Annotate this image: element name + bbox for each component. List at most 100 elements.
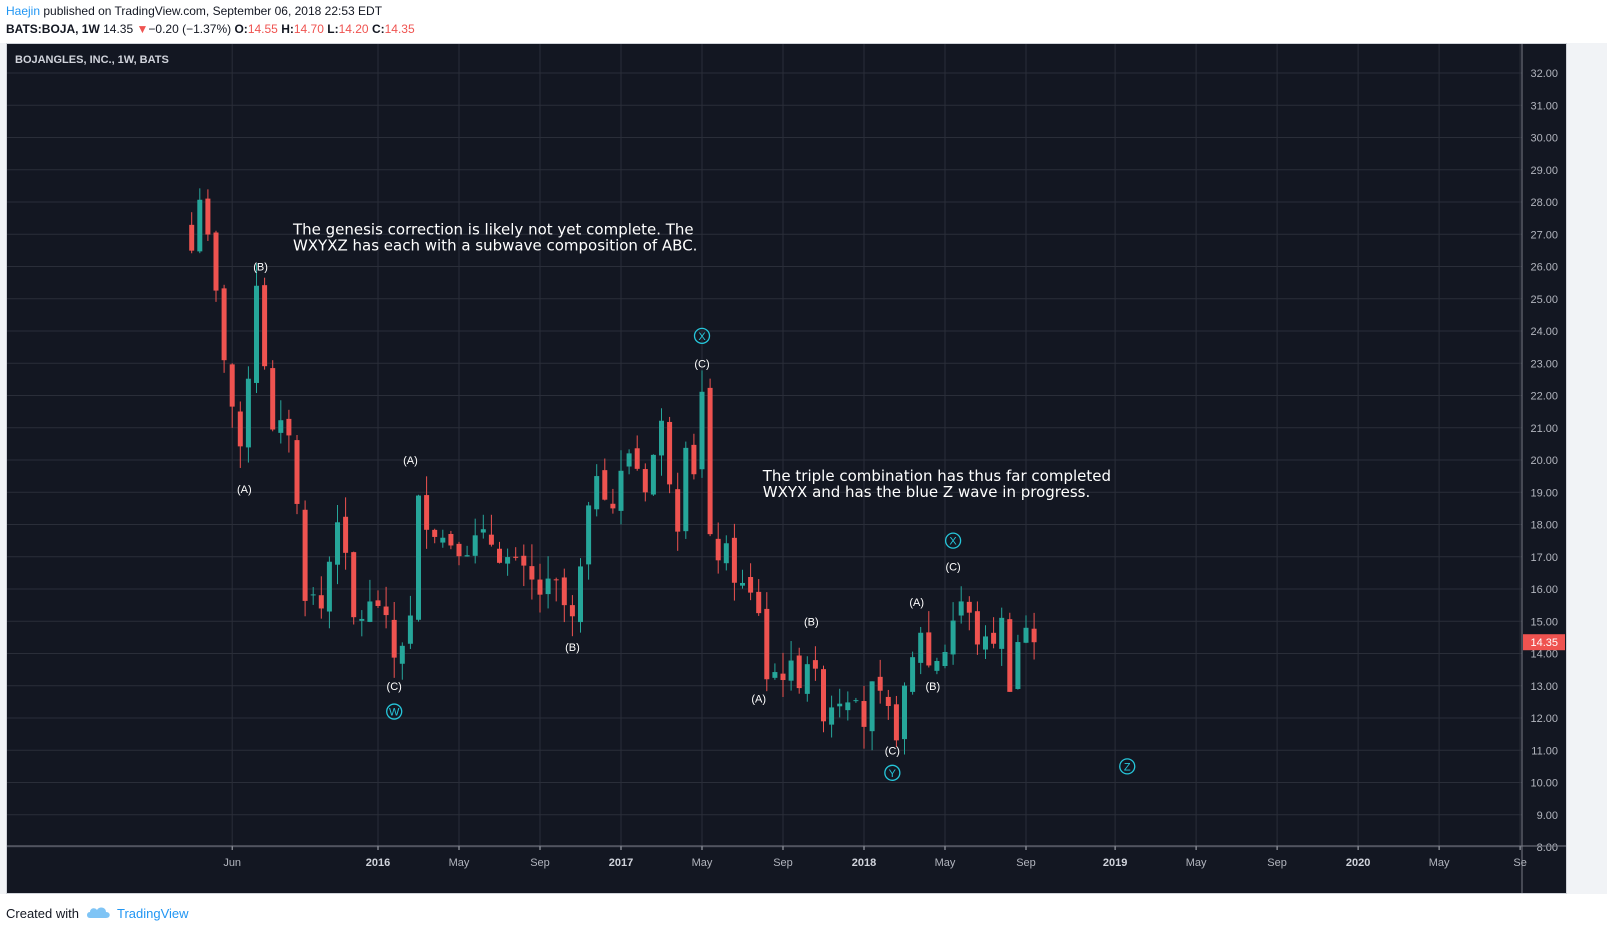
candle-body (731, 537, 737, 583)
candle-body (472, 535, 478, 556)
price-tick-label: 28.00 (1530, 197, 1558, 209)
author-link[interactable]: Haejin (6, 4, 41, 18)
candle-body (829, 707, 835, 725)
candle-body (983, 636, 988, 650)
close-label: C: (371, 22, 385, 36)
candle-body (707, 387, 713, 535)
wave-label: (B) (565, 642, 580, 654)
candle-body (270, 368, 276, 430)
price-chart[interactable]: 32.00 31.00 30.00 29.00 28.00 27.00 26.00 25.00… (7, 44, 1566, 893)
candle-body (245, 378, 251, 448)
candle-body (966, 601, 972, 613)
price-tick-label: 11.00 (1531, 745, 1558, 757)
candle-body (343, 516, 349, 553)
low-value: 14.20 (338, 22, 369, 36)
candle-body (659, 420, 664, 456)
candle-body (1007, 619, 1013, 692)
wave-circle (884, 764, 901, 781)
wave-label: (C) (885, 745, 900, 757)
candle-body (780, 673, 786, 681)
price-tick-label: 31.00 (1530, 100, 1558, 112)
time-tick-label: Sep (773, 857, 793, 869)
candle-body (213, 232, 219, 291)
candle-body (610, 503, 616, 509)
candle-body (950, 620, 956, 655)
last-price: 14.35 (103, 22, 134, 36)
time-tick-label: Jun (223, 857, 241, 869)
candle-body (667, 421, 673, 485)
candle-body (513, 556, 519, 558)
candle-body (221, 288, 227, 361)
candle-body (918, 632, 924, 663)
candle-body (569, 605, 575, 617)
price-tick-label: 29.00 (1530, 165, 1558, 177)
candle-body (310, 594, 316, 596)
candle-body (351, 552, 357, 618)
price-tick-label: 15.00 (1530, 616, 1558, 628)
candle-body (407, 615, 413, 644)
candle-body (715, 538, 721, 561)
time-tick-label: May (692, 857, 713, 869)
candle-body (229, 364, 235, 407)
candle-body (480, 529, 486, 533)
candle-body (286, 418, 292, 436)
tradingview-link[interactable]: TradingView (117, 906, 189, 921)
wave-circle-label: Z (1124, 761, 1131, 773)
candle-body (529, 566, 535, 580)
candle-body (383, 606, 389, 616)
low-label: L: (327, 22, 339, 36)
candle-body (618, 470, 624, 511)
candle-body (505, 557, 511, 564)
wave-circle (693, 327, 711, 344)
price-tick-label: 25.00 (1530, 294, 1558, 306)
chart-panel[interactable]: 32.00 31.00 30.00 29.00 28.00 27.00 26.00 25.00… (6, 43, 1567, 894)
candle-body (1031, 628, 1037, 643)
candle-body (262, 285, 268, 367)
publish-line: Haejin published on TradingView.com, Sep… (6, 4, 382, 18)
candle-body (999, 617, 1005, 649)
price-tick-label: 19.00 (1530, 487, 1558, 499)
candlestick-series (189, 188, 1037, 755)
tradingview-cloud-icon[interactable] (86, 905, 112, 919)
price-tick-label: 23.00 (1530, 358, 1558, 370)
time-tick-label: Sep (1016, 857, 1036, 869)
text-annotations: The genesis correction is likely not yet… (292, 220, 1111, 501)
candle-body (578, 566, 583, 623)
time-tick-label: 2020 (1346, 857, 1370, 869)
candle-body (821, 669, 826, 722)
price-axis[interactable]: 32.00 31.00 30.00 29.00 28.00 27.00 26.00 25.00… (1521, 44, 1565, 893)
candle-body (545, 578, 551, 595)
wave-circle-label: X (949, 536, 957, 548)
candle-body (391, 619, 397, 658)
candle-body (424, 495, 430, 530)
candle-body (837, 703, 843, 707)
candle-body (885, 696, 891, 706)
candle-body (197, 199, 203, 252)
candle-body (991, 632, 997, 644)
last-price-marker (1523, 634, 1565, 651)
candle-body (586, 505, 592, 565)
time-tick-label: May (1429, 857, 1450, 869)
published-text: published on TradingView.com, September … (40, 4, 383, 18)
candle-body (294, 440, 300, 504)
candle-body (416, 495, 421, 620)
time-tick-label: 2018 (852, 857, 876, 869)
time-tick-label: May (449, 857, 470, 869)
price-tick-label: 27.00 (1530, 229, 1558, 241)
candle-body (367, 601, 373, 622)
close-value: 14.35 (384, 22, 415, 36)
wave-circle-label: Y (889, 768, 897, 780)
wave-label: (A) (751, 694, 766, 706)
candle-body (189, 224, 195, 251)
candle-body (683, 447, 689, 532)
candle-body (772, 672, 778, 678)
time-tick-label: 2017 (609, 857, 633, 869)
candle-body (748, 577, 754, 593)
wave-circle (944, 532, 962, 549)
time-axis[interactable]: Jun 2016 May Sep 2017 May Sep 2018 May Sep 2019 May… (7, 845, 1566, 869)
price-tick-label: 16.00 (1530, 584, 1558, 596)
wave-circle (1119, 758, 1136, 775)
candle-body (594, 476, 600, 510)
wave-label: (C) (945, 561, 960, 573)
wave-circle (386, 703, 403, 720)
